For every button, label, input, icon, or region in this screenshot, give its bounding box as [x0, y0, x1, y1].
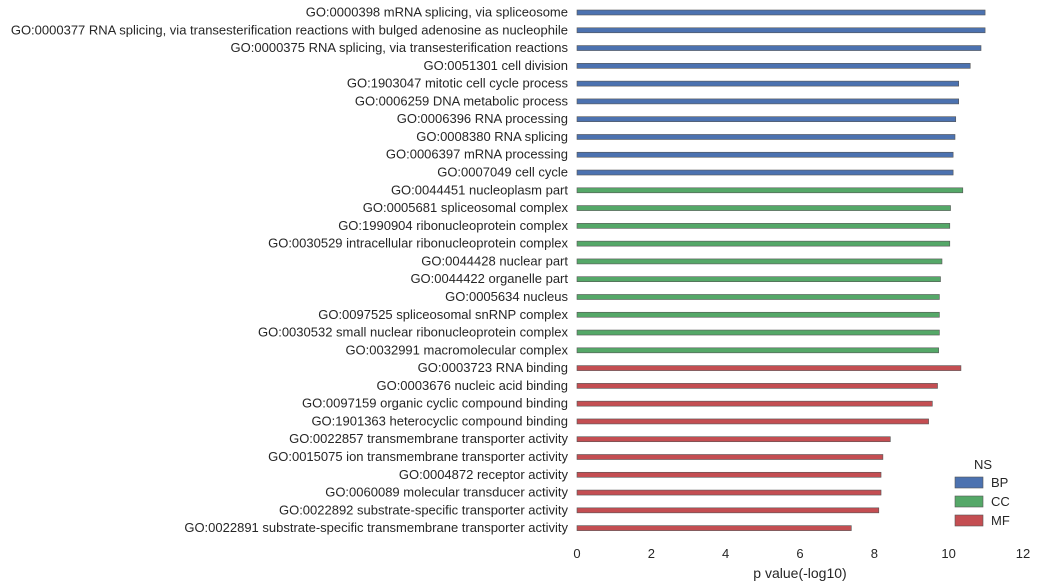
bar-cc-7 — [576, 294, 940, 300]
category-label: GO:0003723 RNA binding — [418, 360, 568, 375]
bar-cc-6 — [576, 276, 941, 283]
bar-mf-8 — [576, 489, 882, 496]
legend-swatch-bp — [954, 476, 984, 489]
category-label: GO:0000377 RNA splicing, via transesteri… — [11, 22, 568, 37]
category-label: GO:0044451 nucleoplasm part — [391, 182, 568, 197]
bar-cc-8 — [576, 311, 940, 318]
bar-mf-3 — [576, 400, 933, 407]
bar-cc-1 — [576, 187, 964, 194]
category-label: GO:1903047 mitotic cell cycle process — [347, 76, 569, 91]
category-labels: GO:0000398 mRNA splicing, via spliceosom… — [11, 5, 569, 536]
bar-bp-1 — [576, 9, 986, 16]
bar-mf-7 — [576, 471, 882, 478]
bar-cc-3 — [576, 223, 951, 229]
bar-bp-2 — [576, 27, 986, 34]
x-tick-label: 8 — [871, 546, 878, 561]
legend-entry-label: BP — [991, 475, 1008, 490]
bar-cc-2 — [576, 205, 951, 211]
category-label: GO:0006396 RNA processing — [397, 111, 568, 126]
bar-bp-4 — [576, 63, 971, 69]
bar-cc-10 — [576, 347, 939, 354]
bar-mf-5 — [576, 436, 891, 443]
category-label: GO:0003676 nucleic acid binding — [376, 378, 568, 393]
category-label: GO:0008380 RNA splicing — [416, 129, 568, 144]
bar-bp-10 — [576, 169, 954, 176]
bar-bp-3 — [576, 45, 982, 51]
category-label: GO:0006397 mRNA processing — [386, 147, 568, 162]
x-axis-label: p value(-log10) — [753, 565, 846, 581]
category-label: GO:0060089 molecular transducer activity — [325, 485, 568, 500]
category-label: GO:0097525 spliceosomal snRNP complex — [318, 307, 568, 322]
category-label: GO:0005634 nucleus — [445, 289, 568, 304]
bar-mf-10 — [576, 525, 852, 531]
x-axis-ticks: 0 2 4 6 8 10 12 — [573, 546, 1030, 561]
category-label: GO:0022857 transmembrane transporter act… — [289, 431, 568, 446]
bar-cc-5 — [576, 258, 943, 265]
legend-entry-label: MF — [991, 513, 1010, 528]
bar-bp-6 — [576, 98, 960, 105]
category-label: GO:0000375 RNA splicing, via transesteri… — [231, 40, 569, 55]
category-label: GO:0044428 nuclear part — [421, 253, 568, 268]
category-label: GO:1901363 heterocyclic compound binding — [311, 413, 568, 428]
category-label: GO:0030529 intracellular ribonucleoprote… — [268, 236, 568, 251]
bar-mf-4 — [576, 418, 929, 425]
category-label: GO:0032991 macromolecular complex — [345, 342, 568, 357]
bar-bp-7 — [576, 116, 957, 122]
x-tick-label: 2 — [648, 546, 655, 561]
category-label: GO:0022891 substrate-specific transmembr… — [184, 520, 568, 535]
category-label: GO:0005681 spliceosomal complex — [363, 200, 569, 215]
x-tick-label: 0 — [573, 546, 580, 561]
category-label: GO:0006259 DNA metabolic process — [355, 93, 569, 108]
category-label: GO:0051301 cell division — [423, 58, 568, 73]
category-label: GO:0004872 receptor activity — [399, 467, 569, 482]
bar-cc-4 — [576, 240, 951, 247]
bar-mf-2 — [576, 383, 938, 389]
bar-mf-9 — [576, 507, 880, 514]
bar-cc-9 — [576, 329, 940, 336]
bar-bp-9 — [576, 151, 954, 158]
bar-bp-5 — [576, 80, 960, 87]
category-label: GO:1990904 ribonucleoprotein complex — [338, 218, 568, 233]
category-label: GO:0000398 mRNA splicing, via spliceosom… — [306, 5, 568, 20]
x-tick-label: 12 — [1016, 546, 1030, 561]
legend: NS BP CC MF — [954, 457, 1010, 528]
bar-mf-6 — [576, 454, 884, 460]
legend-swatch-cc — [954, 495, 984, 508]
bar-bp-8 — [576, 134, 956, 140]
legend-swatch-mf — [954, 514, 984, 527]
bar-mf-1 — [576, 365, 962, 371]
category-label: GO:0044422 organelle part — [410, 271, 568, 286]
category-label: GO:0022892 substrate-specific transporte… — [279, 502, 569, 517]
category-label: GO:0030532 small nuclear ribonucleoprote… — [258, 325, 569, 340]
x-tick-label: 10 — [941, 546, 955, 561]
category-label: GO:0007049 cell cycle — [437, 165, 568, 180]
category-label: GO:0015075 ion transmembrane transporter… — [268, 449, 568, 464]
legend-title: NS — [974, 457, 992, 472]
bars-group — [576, 9, 986, 531]
x-tick-label: 4 — [722, 546, 729, 561]
x-tick-label: 6 — [796, 546, 803, 561]
category-label: GO:0097159 organic cyclic compound bindi… — [302, 396, 568, 411]
legend-entry-label: CC — [991, 494, 1010, 509]
